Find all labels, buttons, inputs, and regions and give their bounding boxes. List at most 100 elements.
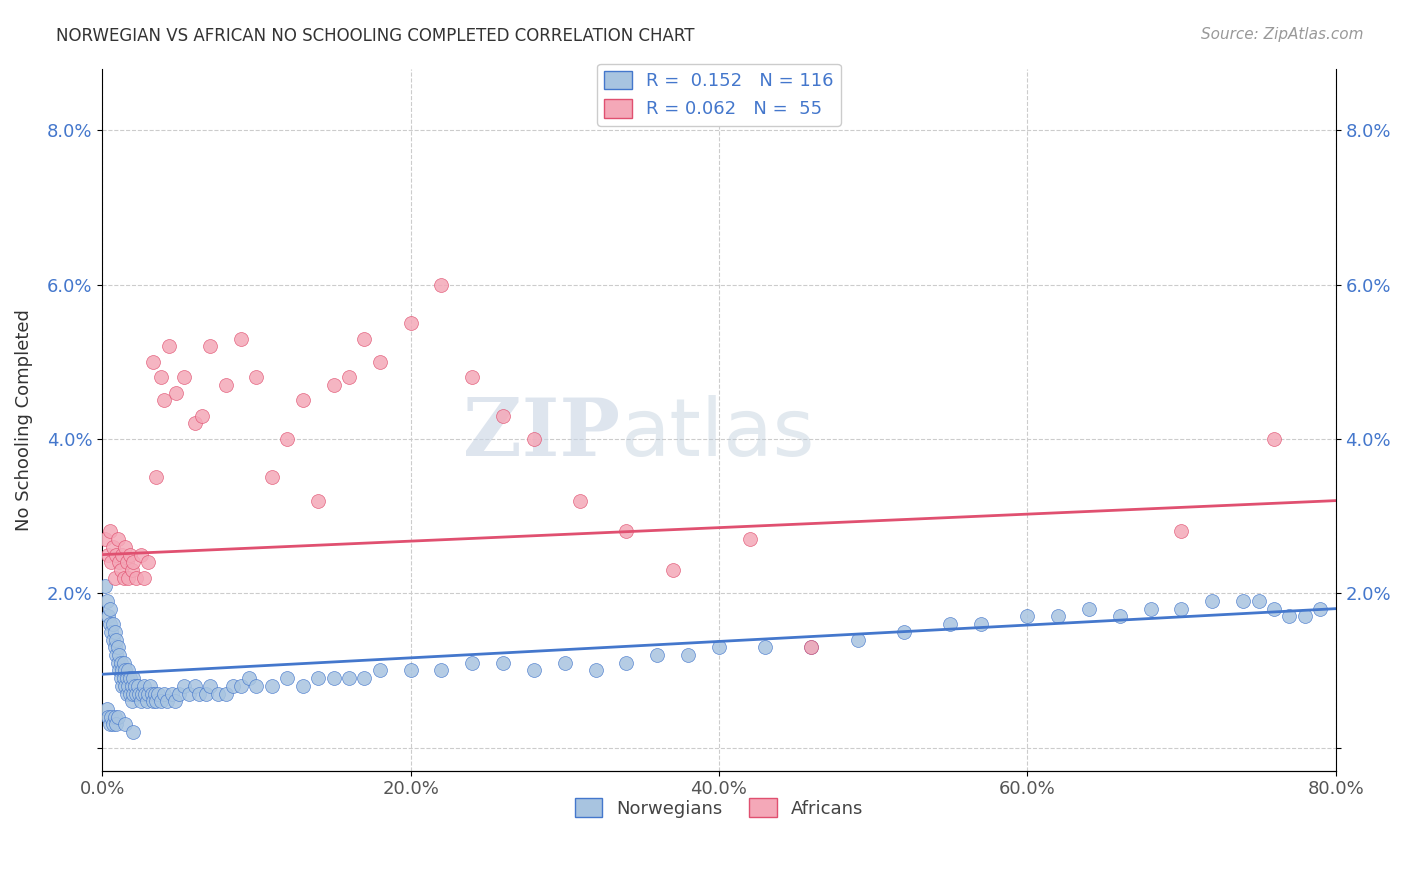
Point bbox=[1201, 594, 1223, 608]
Point bbox=[149, 694, 172, 708]
Point bbox=[122, 671, 145, 685]
Point bbox=[939, 617, 962, 632]
Point bbox=[163, 694, 186, 708]
Point bbox=[122, 725, 145, 739]
Point bbox=[207, 687, 229, 701]
Point bbox=[121, 563, 143, 577]
Point bbox=[1309, 601, 1331, 615]
Point bbox=[103, 571, 125, 585]
Point bbox=[245, 370, 267, 384]
Point bbox=[1263, 601, 1285, 615]
Point bbox=[492, 409, 515, 423]
Point bbox=[291, 679, 314, 693]
Point bbox=[118, 548, 141, 562]
Point bbox=[129, 548, 152, 562]
Point bbox=[131, 687, 153, 701]
Point bbox=[114, 540, 136, 554]
Point bbox=[1247, 594, 1270, 608]
Point bbox=[94, 578, 117, 592]
Point bbox=[101, 540, 124, 554]
Point bbox=[105, 632, 128, 647]
Point bbox=[322, 377, 344, 392]
Point bbox=[1078, 601, 1101, 615]
Point bbox=[337, 671, 360, 685]
Point bbox=[291, 393, 314, 408]
Point bbox=[198, 679, 221, 693]
Point bbox=[132, 679, 155, 693]
Point bbox=[114, 717, 136, 731]
Point bbox=[127, 679, 149, 693]
Point bbox=[260, 679, 283, 693]
Point bbox=[194, 687, 217, 701]
Point bbox=[98, 717, 121, 731]
Text: ZIP: ZIP bbox=[463, 394, 620, 473]
Point bbox=[121, 679, 143, 693]
Point bbox=[800, 640, 823, 655]
Point bbox=[970, 617, 993, 632]
Point bbox=[260, 470, 283, 484]
Point bbox=[222, 679, 245, 693]
Point bbox=[138, 687, 160, 701]
Point bbox=[337, 370, 360, 384]
Point bbox=[111, 664, 134, 678]
Point bbox=[132, 571, 155, 585]
Point bbox=[108, 664, 131, 678]
Point bbox=[1170, 601, 1192, 615]
Point bbox=[97, 548, 120, 562]
Point bbox=[1139, 601, 1161, 615]
Point bbox=[754, 640, 776, 655]
Point bbox=[117, 571, 139, 585]
Point bbox=[114, 679, 136, 693]
Point bbox=[214, 377, 236, 392]
Point bbox=[112, 571, 135, 585]
Point bbox=[893, 624, 915, 639]
Point bbox=[112, 671, 135, 685]
Point bbox=[139, 679, 162, 693]
Point bbox=[430, 277, 453, 292]
Point bbox=[103, 709, 125, 723]
Point bbox=[110, 563, 132, 577]
Point bbox=[107, 640, 129, 655]
Point bbox=[191, 409, 214, 423]
Point bbox=[1108, 609, 1130, 624]
Text: atlas: atlas bbox=[620, 394, 814, 473]
Point bbox=[101, 632, 124, 647]
Point bbox=[98, 601, 121, 615]
Point bbox=[616, 524, 638, 539]
Point bbox=[1047, 609, 1070, 624]
Point bbox=[149, 370, 172, 384]
Point bbox=[188, 687, 211, 701]
Point bbox=[138, 555, 160, 569]
Point bbox=[307, 493, 329, 508]
Point bbox=[461, 370, 484, 384]
Point bbox=[1278, 609, 1301, 624]
Point bbox=[97, 609, 120, 624]
Point bbox=[184, 679, 207, 693]
Point bbox=[103, 624, 125, 639]
Point bbox=[523, 664, 546, 678]
Point bbox=[184, 417, 207, 431]
Point bbox=[105, 717, 128, 731]
Point bbox=[141, 687, 163, 701]
Point bbox=[124, 679, 146, 693]
Legend: Norwegians, Africans: Norwegians, Africans bbox=[568, 791, 870, 825]
Point bbox=[322, 671, 344, 685]
Point bbox=[1232, 594, 1254, 608]
Point bbox=[145, 694, 167, 708]
Point bbox=[108, 648, 131, 662]
Point bbox=[96, 702, 118, 716]
Point bbox=[276, 671, 298, 685]
Point bbox=[114, 664, 136, 678]
Point bbox=[105, 548, 128, 562]
Point bbox=[399, 664, 422, 678]
Point bbox=[112, 656, 135, 670]
Point bbox=[157, 339, 180, 353]
Point bbox=[616, 656, 638, 670]
Point bbox=[115, 687, 138, 701]
Point bbox=[97, 709, 120, 723]
Point bbox=[1017, 609, 1039, 624]
Point bbox=[554, 656, 576, 670]
Point bbox=[145, 470, 167, 484]
Point bbox=[399, 316, 422, 330]
Point bbox=[117, 664, 139, 678]
